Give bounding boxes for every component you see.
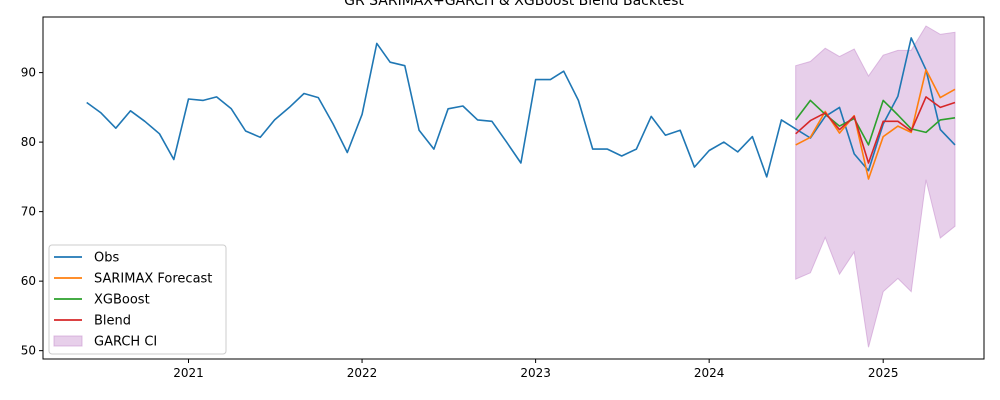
legend-label-obs: Obs xyxy=(94,251,119,266)
legend-label-blend: Blend xyxy=(94,314,131,329)
axes-frame xyxy=(42,16,985,360)
legend-box xyxy=(48,244,227,355)
y-axis: 50 60 70 80 90 xyxy=(21,66,43,358)
y-tick-label: 60 xyxy=(21,274,36,288)
x-tick-label: 2024 xyxy=(694,366,725,380)
garch-ci-band xyxy=(795,25,956,348)
x-axis: 2021 2022 2023 2024 2025 xyxy=(173,359,898,380)
y-tick-label: 90 xyxy=(21,66,36,80)
legend-label-garch-ci: GARCH CI xyxy=(94,335,157,350)
garch-ci-band-layer xyxy=(795,25,956,348)
chart-title: GR SARIMAX+GARCH & XGBoost Blend Backtes… xyxy=(344,0,684,9)
series-line-xgboost xyxy=(795,99,956,146)
y-tick-label: 80 xyxy=(21,135,36,149)
x-tick-label: 2022 xyxy=(347,366,378,380)
legend-swatch-garch-ci xyxy=(53,335,83,347)
plot-area xyxy=(86,25,956,348)
x-tick-label: 2023 xyxy=(520,366,551,380)
series-line-sarimax-forecast xyxy=(795,69,956,180)
legend-label-xgboost: XGBoost xyxy=(94,293,150,308)
y-tick-label: 70 xyxy=(21,205,36,219)
legend: Obs SARIMAX Forecast XGBoost Blend GARCH CI xyxy=(48,244,227,355)
legend-items: Obs SARIMAX Forecast XGBoost Blend GARCH CI xyxy=(53,251,212,350)
series-line-blend xyxy=(795,96,956,164)
y-tick-label: 50 xyxy=(21,344,36,358)
series-lines-layer xyxy=(86,37,956,180)
x-tick-label: 2025 xyxy=(868,366,899,380)
legend-label-sarimax-forecast: SARIMAX Forecast xyxy=(94,272,212,287)
x-tick-label: 2021 xyxy=(173,366,204,380)
